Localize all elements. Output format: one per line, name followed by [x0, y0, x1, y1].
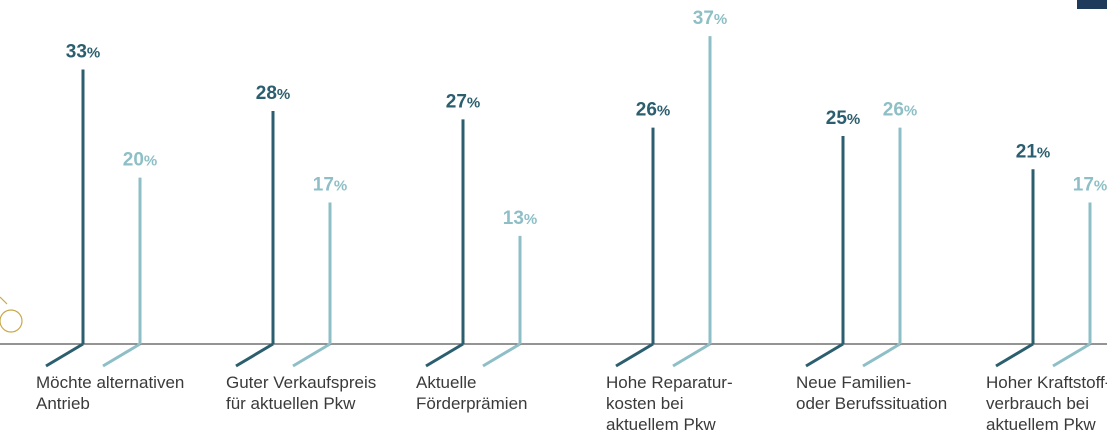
- value-label: 21%: [1016, 141, 1050, 162]
- value-label: 37%: [693, 8, 727, 29]
- bar-foot-1-1: [235, 342, 274, 368]
- category-label: Hoher Kraftstoff- verbrauch bei aktuelle…: [986, 373, 1107, 434]
- category-label: Neue Familien- oder Berufssituation: [796, 373, 948, 413]
- decorative-dash: [0, 296, 8, 305]
- bar-foot-1-4: [805, 342, 844, 368]
- value-label: 26%: [883, 100, 917, 121]
- bar-foot-2-0: [102, 342, 141, 368]
- bar-foot-1-2: [425, 342, 464, 368]
- value-label: 33%: [66, 41, 100, 62]
- bar-foot-1-5: [995, 342, 1034, 368]
- value-label: 17%: [1073, 175, 1107, 196]
- bar-foot-1-3: [615, 342, 654, 368]
- value-label: 17%: [313, 175, 347, 196]
- category-label: Aktuelle Förderprämien: [416, 373, 528, 413]
- category-label: Möchte alternativen Antrieb: [36, 373, 185, 413]
- value-label: 27%: [446, 91, 480, 112]
- value-label: 26%: [636, 100, 670, 121]
- category-label: Hohe Reparatur- kosten bei aktuellem Pkw: [606, 373, 733, 434]
- bar-foot-2-1: [292, 342, 331, 368]
- value-label: 20%: [123, 150, 157, 171]
- bar-foot-2-2: [482, 342, 521, 368]
- value-label: 28%: [256, 83, 290, 104]
- bar-foot-2-5: [1052, 342, 1091, 368]
- value-label: 25%: [826, 108, 860, 129]
- decorative-circle: [0, 309, 23, 333]
- bar-foot-2-4: [862, 342, 901, 368]
- category-label: Guter Verkaufspreis für aktuellen Pkw: [226, 373, 377, 413]
- corner-marker: [1077, 0, 1107, 9]
- bar-foot-2-3: [672, 342, 711, 368]
- value-label: 13%: [503, 208, 537, 229]
- bar-foot-1-0: [45, 342, 84, 368]
